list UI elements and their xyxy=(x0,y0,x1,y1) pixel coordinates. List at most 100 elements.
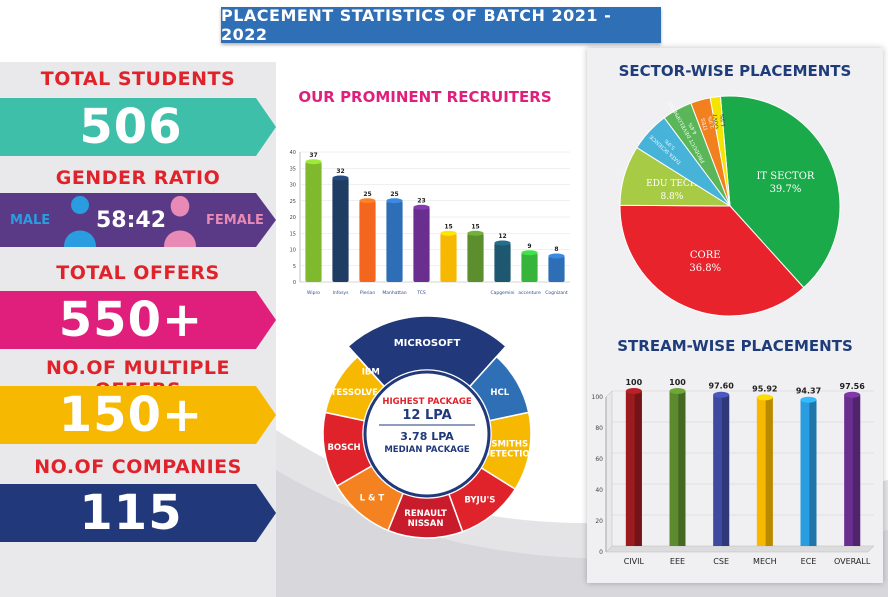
recruiters-data-label: 23 xyxy=(417,197,425,204)
sector-slice-value: 4.4% xyxy=(687,121,698,135)
stream-data-label: 97.56 xyxy=(840,382,866,391)
recruiters-bar xyxy=(521,252,538,282)
stream-chart-title: STREAM-WISE PLACEMENTS xyxy=(617,337,853,355)
recruiters-ytick: 0 xyxy=(293,280,296,286)
stream-bar-shade xyxy=(852,394,861,546)
recruiters-ytick: 25 xyxy=(290,199,296,205)
multiple-offers-band: 150+ xyxy=(0,386,276,444)
stream-bar-chart: 0 20 40 60 80 100 100 CIVIL 100 EEE 97.60 CSE 95.92 M… xyxy=(592,378,875,566)
recruiters-category-label: Capgemini xyxy=(490,290,514,296)
recruiters-ytick: 35 xyxy=(290,166,296,172)
stream-bar-shade xyxy=(678,391,686,546)
stream-data-label: 100 xyxy=(625,378,642,387)
median-package-value: 3.78 LPA xyxy=(400,430,454,443)
recruiters-bar-cap xyxy=(305,159,322,165)
stream-ytick: 60 xyxy=(595,456,603,463)
recruiters-bar-cap xyxy=(440,230,457,236)
companies-label: NO.OF COMPANIES xyxy=(34,456,242,478)
wheel-segment-label: NISSAN xyxy=(408,519,444,529)
recruiters-data-label: 25 xyxy=(363,191,371,198)
sector-slice-value: 1.5% xyxy=(720,113,728,127)
female-label: FEMALE xyxy=(206,212,264,228)
recruiters-chart: 0 5 10 15 20 25 30 35 40 37 Wipro 32 Infosys 25 Pieria… xyxy=(290,150,570,296)
recruiters-ytick: 40 xyxy=(290,150,296,156)
stream-category-label: ECE xyxy=(801,557,817,566)
stream-data-label: 100 xyxy=(669,378,686,387)
highest-package-value: 12 LPA xyxy=(402,408,451,423)
male-label: MALE xyxy=(10,212,51,228)
recruiters-bar xyxy=(305,161,322,282)
stream-bar-cap xyxy=(669,388,686,394)
stream-category-label: EEE xyxy=(670,557,685,566)
recruiters-bar xyxy=(332,178,349,282)
sector-chart-title: SECTOR-WISE PLACEMENTS xyxy=(618,62,852,80)
recruiters-bar xyxy=(386,200,403,282)
stream-category-label: OVERALL xyxy=(834,557,871,566)
gender-ratio-label: GENDER RATIO xyxy=(55,167,221,189)
stream-data-label: 97.60 xyxy=(709,382,735,391)
wheel-segment-label: HCL xyxy=(490,388,509,398)
recruiters-data-label: 37 xyxy=(309,152,317,159)
total-students-band: 506 xyxy=(0,98,276,156)
stream-bar-shade xyxy=(721,394,730,546)
wheel-segment-label: BOSCH xyxy=(327,443,360,453)
recruiters-bar xyxy=(359,200,376,282)
recruiters-bar-cap xyxy=(386,198,403,204)
stream-bar-cap xyxy=(625,388,642,394)
recruiters-bar-cap xyxy=(467,230,484,236)
gender-ratio-band: MALE 58:42 FEMALE xyxy=(0,193,276,247)
recruiters-category-label: Infosys xyxy=(333,290,350,296)
stream-ytick: 100 xyxy=(592,394,604,401)
recruiters-category-label: TCS xyxy=(416,290,426,296)
wheel-segment-label: TESSOLVE xyxy=(331,388,379,398)
total-students-label: TOTAL STUDENTS xyxy=(40,68,236,90)
recruiters-category-label: Cognizant xyxy=(545,290,568,296)
sector-slice-value: 2.9% xyxy=(707,115,716,129)
recruiters-bar-cap xyxy=(548,253,565,259)
stream-bar-shade xyxy=(809,399,817,546)
stream-category-label: MECH xyxy=(753,557,777,566)
recruiters-bar-cap xyxy=(413,204,430,210)
recruiters-data-label: 15 xyxy=(444,223,452,230)
wheel-segment xyxy=(346,316,508,388)
recruiters-bar-cap xyxy=(359,198,376,204)
recruiters-bar-cap xyxy=(521,250,538,256)
recruiters-category-label: Manhattan xyxy=(382,290,406,296)
recruiters-category-label: Wipro xyxy=(307,290,320,296)
recruiters-category-label: Pierian xyxy=(360,290,375,296)
recruiters-data-label: 12 xyxy=(498,233,506,240)
stream-category-label: CSE xyxy=(713,557,729,566)
stream-data-label: 94.37 xyxy=(796,387,821,396)
recruiters-ytick: 30 xyxy=(290,183,296,189)
sector-slice-label: IT SECTOR xyxy=(756,171,814,182)
male-icon xyxy=(64,196,96,247)
sector-slice-label: EDU TECH xyxy=(646,179,698,189)
wheel-segment-label: SMITHS xyxy=(491,440,528,450)
recruiters-bar xyxy=(548,256,565,282)
recruiters-chart-title: OUR PROMINENT RECRUITERS xyxy=(298,88,552,106)
sector-pie-slice xyxy=(619,204,805,317)
highest-package-label: HIGHEST PACKAGE xyxy=(382,397,471,407)
recruiters-bar xyxy=(440,233,457,282)
total-offers-label: TOTAL OFFERS xyxy=(56,262,220,284)
multiple-offers-value: 150+ xyxy=(58,387,204,443)
wheel-segment-label: L & T xyxy=(360,493,385,503)
sector-slice-label: GOVT xyxy=(712,113,720,129)
female-icon xyxy=(164,196,196,247)
wheel-segment-label: MICROSOFT xyxy=(394,338,461,349)
recruiters-bar-cap xyxy=(332,175,349,181)
sector-slice-value: 36.8% xyxy=(689,263,721,274)
package-center xyxy=(363,370,491,498)
gender-ratio-value: 58:42 xyxy=(95,207,167,233)
sector-slice-label: ITES xyxy=(700,117,709,131)
companies-band: 115 xyxy=(0,484,276,542)
wheel-segment xyxy=(356,356,385,387)
companies-value: 115 xyxy=(79,485,183,541)
stream-bar-cap xyxy=(713,391,730,398)
stream-ytick: 20 xyxy=(595,518,603,525)
stream-ytick: 40 xyxy=(595,487,603,494)
total-offers-value: 550+ xyxy=(58,292,204,348)
wheel-segment-label: IBM xyxy=(362,368,380,378)
